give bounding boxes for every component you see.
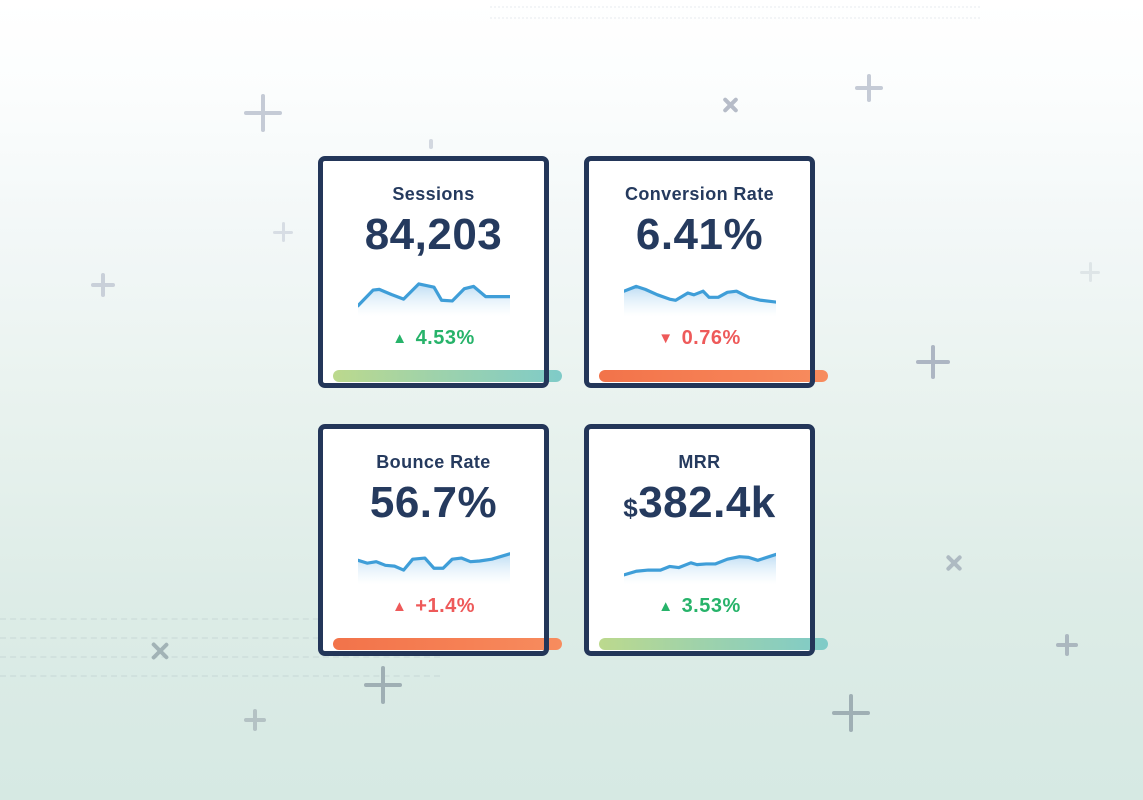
delta-indicator: ▲ 3.53% <box>658 595 741 618</box>
trend-bar <box>599 370 828 382</box>
kpi-value: 84,203 <box>365 213 503 257</box>
delta-value: 0.76% <box>681 327 741 349</box>
plus-decoration-icon <box>1056 634 1078 656</box>
dotted-texture-decoration <box>490 2 980 19</box>
triangle-down-icon: ▼ <box>658 330 674 347</box>
sparkline-chart <box>623 536 776 586</box>
delta-indicator: ▼ 0.76% <box>658 327 741 350</box>
kpi-title: Conversion Rate <box>624 184 775 204</box>
delta-indicator: ▲ +1.4% <box>392 595 475 618</box>
kpi-card-conversion-rate[interactable]: Conversion Rate 6.41% ▼ 0.76% <box>584 156 828 388</box>
plus-decoration-icon <box>91 273 115 297</box>
delta-value: +1.4% <box>415 595 476 617</box>
x-decoration-icon <box>722 96 739 113</box>
delta-value: 3.53% <box>681 595 741 617</box>
plus-decoration-icon <box>244 709 266 731</box>
kpi-value-text: 84,203 <box>364 210 503 259</box>
sparkline-chart <box>623 268 776 318</box>
trend-bar <box>333 370 562 382</box>
plus-decoration-icon <box>364 666 402 704</box>
trend-bar <box>333 638 562 650</box>
plus-decoration-icon <box>916 345 950 379</box>
currency-prefix: $ <box>623 493 639 523</box>
kpi-card-content: MRR $382.4k ▲ 3.53% <box>584 424 815 656</box>
plus-decoration-icon <box>273 222 293 242</box>
kpi-title: Bounce Rate <box>376 452 491 472</box>
kpi-value-text: 6.41% <box>635 210 764 259</box>
triangle-up-icon: ▲ <box>392 330 408 347</box>
triangle-up-icon: ▲ <box>391 598 408 615</box>
kpi-card-content: Conversion Rate 6.41% ▼ 0.76% <box>584 156 815 388</box>
kpi-title: MRR <box>678 452 721 472</box>
kpi-value: 56.7% <box>370 481 497 525</box>
plus-decoration-icon <box>855 74 883 102</box>
kpi-value: $382.4k <box>623 481 776 525</box>
kpi-card-mrr[interactable]: MRR $382.4k ▲ 3.53% <box>584 424 828 656</box>
kpi-value-text: 382.4k <box>638 478 776 527</box>
plus-decoration-icon <box>244 94 282 132</box>
kpi-value: 6.41% <box>636 213 763 257</box>
sparkline-chart <box>357 536 510 586</box>
x-decoration-icon <box>150 641 170 661</box>
kpi-card-sessions[interactable]: Sessions 84,203 ▲ 4.53% <box>318 156 562 388</box>
dash-tick-decoration <box>429 139 433 149</box>
plus-decoration-icon <box>832 694 870 732</box>
kpi-card-content: Sessions 84,203 ▲ 4.53% <box>318 156 549 388</box>
triangle-up-icon: ▲ <box>658 598 674 615</box>
kpi-card-content: Bounce Rate 56.7% ▲ +1.4% <box>318 424 549 656</box>
delta-value: 4.53% <box>415 327 475 349</box>
delta-indicator: ▲ 4.53% <box>392 327 475 350</box>
kpi-value-text: 56.7% <box>369 478 498 527</box>
sparkline-chart <box>357 268 510 318</box>
kpi-card-bounce-rate[interactable]: Bounce Rate 56.7% ▲ +1.4% <box>318 424 562 656</box>
x-decoration-icon <box>945 554 963 572</box>
trend-bar <box>599 638 828 650</box>
plus-decoration-icon <box>1080 262 1100 282</box>
kpi-title: Sessions <box>392 184 475 204</box>
